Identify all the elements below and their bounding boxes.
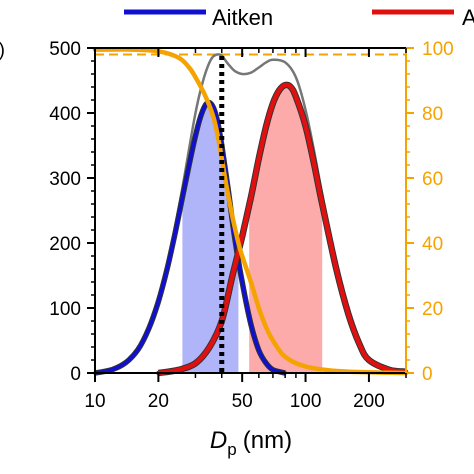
labels-layer: 0 100 200 300 400 500 0 20 40 60 80 100 10 20 50 100 200 [49, 39, 453, 412]
axes-layer [87, 47, 414, 382]
lines-layer [92, 47, 409, 377]
y-left-tick-label: 500 [49, 39, 81, 60]
accumulation-fill-band [249, 85, 323, 373]
x-tick-label: 50 [232, 391, 253, 412]
x-tick-label: 200 [353, 391, 385, 412]
x-tick-label: 100 [290, 391, 322, 412]
y-left-tick-label: 100 [49, 299, 81, 320]
legend-label-accumulation: A [462, 5, 474, 30]
x-axis-subscript: p [227, 440, 236, 459]
y-right-tick-label: 0 [422, 364, 433, 385]
x-axis-symbol: D [210, 427, 227, 454]
y-right-tick-label: 80 [422, 104, 443, 125]
x-tick-label: 10 [84, 391, 105, 412]
y-right-tick-label: 20 [422, 299, 443, 320]
legend-label-aitken: Aitken [212, 5, 273, 30]
x-tick-label: 20 [148, 391, 169, 412]
y-right-tick-label: 100 [422, 39, 454, 60]
series-line-fraction [92, 47, 409, 376]
series-line-aitken [93, 100, 287, 375]
y-left-tick-label: 200 [49, 234, 81, 255]
x-axis-unit: (nm) [243, 427, 292, 454]
y-right-tick-label: 40 [422, 234, 443, 255]
y-left-tick-label: 400 [49, 104, 81, 125]
x-axis-title: Dp (nm) [210, 427, 292, 459]
y-left-tick-label: 300 [49, 169, 81, 190]
panel-label: b) [0, 40, 5, 61]
y-right-tick-label: 60 [422, 169, 443, 190]
legend: Aitken A [124, 5, 474, 30]
y-left-tick-label: 0 [70, 364, 81, 385]
